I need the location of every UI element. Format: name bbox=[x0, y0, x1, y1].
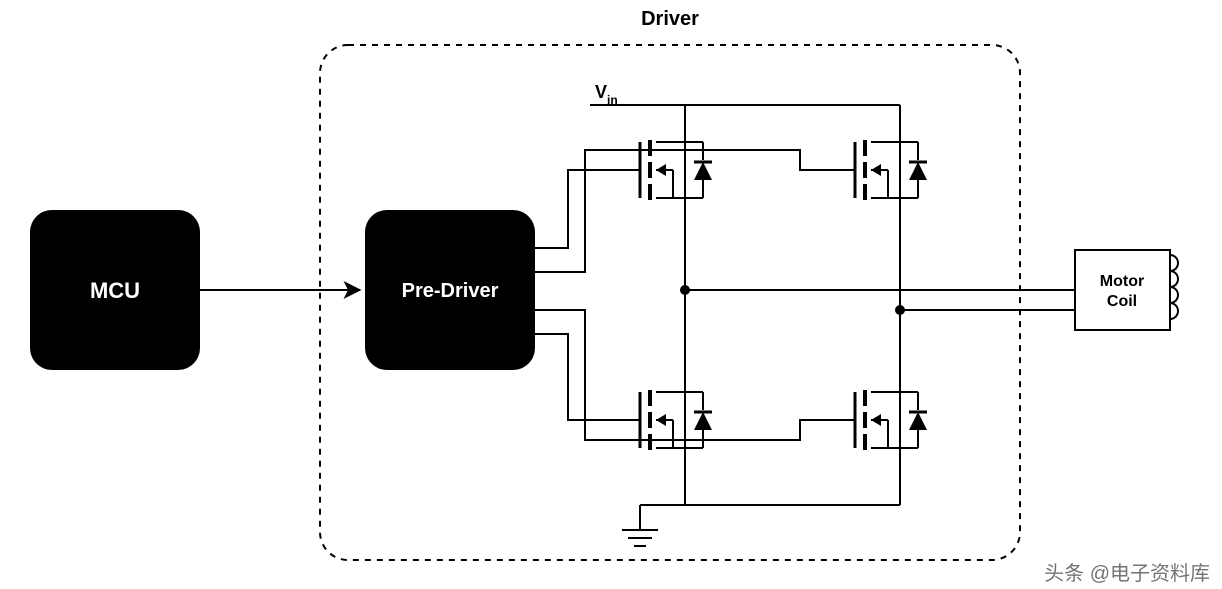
vin-label: Vin bbox=[595, 82, 618, 107]
mosfet-q3 bbox=[615, 355, 712, 475]
mosfet-q2 bbox=[830, 105, 927, 225]
motorcoil-label-2: Coil bbox=[1107, 293, 1137, 310]
mcu-label: MCU bbox=[90, 278, 140, 303]
watermark-text: 头条 @电子资料库 bbox=[1044, 562, 1210, 585]
mosfet-q4 bbox=[830, 355, 927, 475]
mosfet-q1 bbox=[615, 105, 712, 225]
output-wires bbox=[685, 290, 1075, 310]
predriver-block: Pre-Driver bbox=[365, 210, 535, 370]
motor-driver-diagram: Driver MCU Pre-Driver Vin bbox=[0, 0, 1222, 589]
vin-rail: Vin bbox=[590, 82, 900, 107]
driver-title: Driver bbox=[641, 8, 699, 30]
gnd-rail bbox=[622, 505, 900, 546]
motorcoil-label-1: Motor bbox=[1100, 273, 1144, 290]
mcu-block: MCU bbox=[30, 210, 200, 370]
predriver-label: Pre-Driver bbox=[402, 280, 499, 302]
gate-wires bbox=[535, 150, 830, 440]
